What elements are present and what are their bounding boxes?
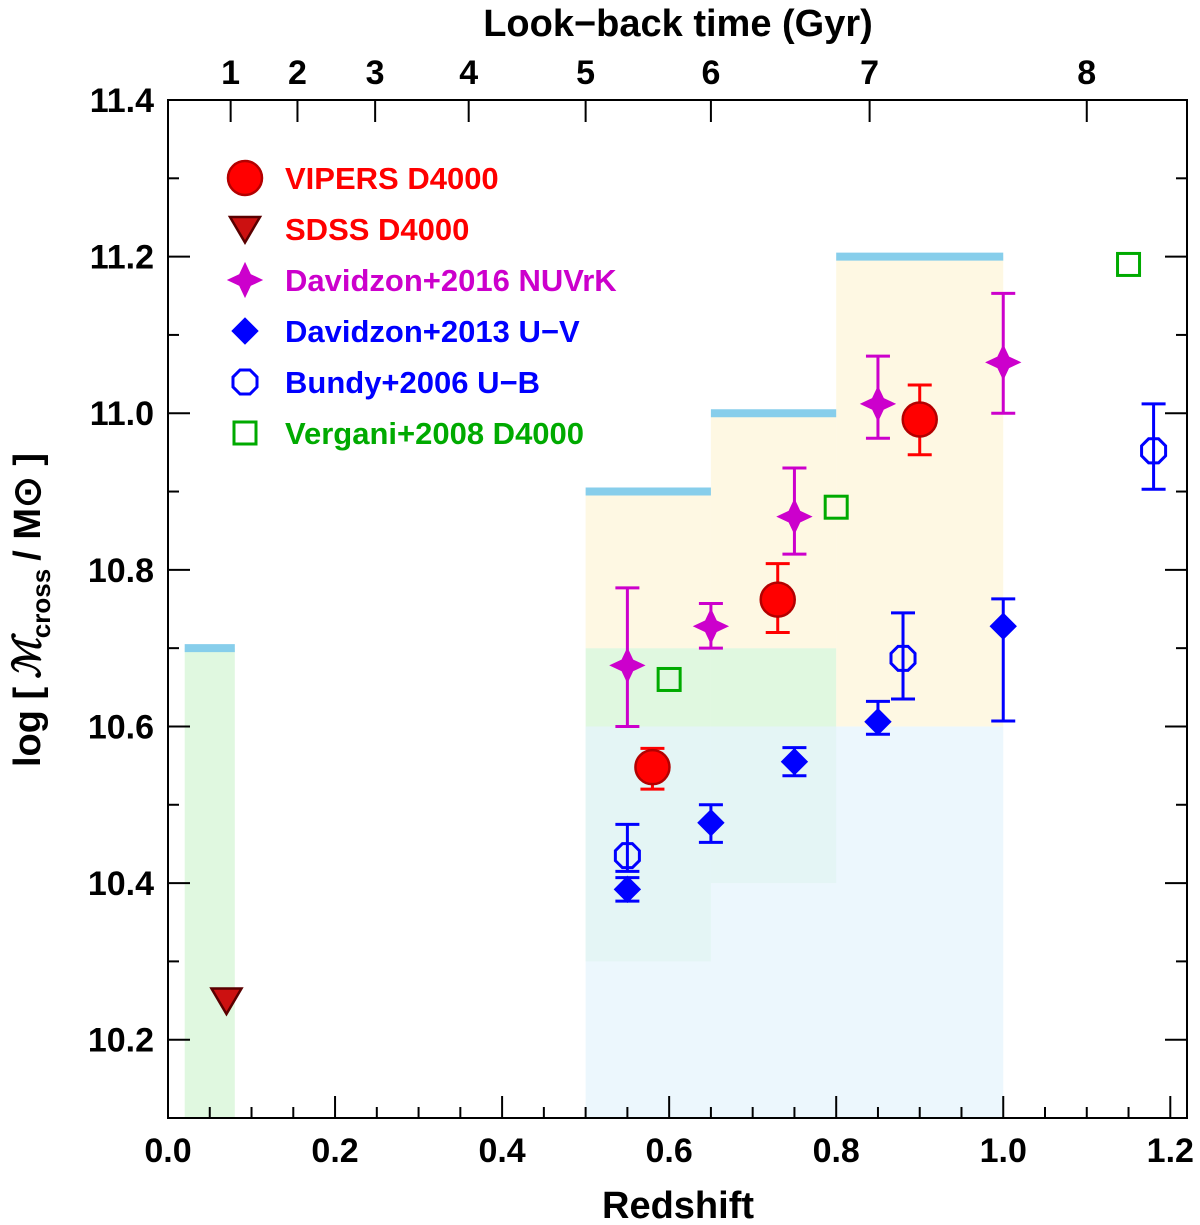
legend-label: VIPERS D4000 [285, 161, 499, 196]
davidzon-2016-nuvrk-point [692, 608, 730, 645]
bundy-2006-u-b-error-bar [1141, 402, 1166, 491]
legend-marker [231, 317, 259, 345]
bundy-2006-u-b-error-bar [615, 822, 640, 873]
y-axis-title-subscript: cross [26, 569, 56, 638]
sdss-d4000-point [209, 987, 244, 1017]
shaded-regions [184, 256, 1004, 1118]
legend-item: Vergani+2008 D4000 [232, 416, 584, 451]
bundy-2006-u-b-error-bar [891, 611, 916, 701]
davidzon-2016-nuvrk-point [985, 344, 1022, 381]
x-tick-label: 0.6 [646, 1132, 693, 1170]
legend-marker [231, 368, 259, 396]
top-tick-label: 1 [221, 54, 240, 92]
top-tick-label: 5 [576, 54, 595, 92]
davidzon-2013-u-v-point [864, 708, 892, 736]
bundy-2006-u-b-point [1140, 437, 1168, 465]
axis-ticks: 0.0 0.2 0.4 0.6 0.8 1.0 1.2 10.2 10.4 10.6 10.8 11.… [88, 54, 1194, 1170]
y-tick-label: 11.4 [90, 82, 154, 120]
y-axis-title: log [ ℳcross / M⊙ ] [4, 453, 56, 767]
top-tick-label: 8 [1077, 54, 1096, 92]
legend-marker [227, 215, 263, 245]
legend-item: VIPERS D4000 [226, 159, 499, 197]
y-tick-label: 10.2 [88, 1022, 154, 1060]
sdss-mass-range [184, 648, 235, 1118]
legend-label: Vergani+2008 D4000 [285, 416, 584, 451]
legend-label: Davidzon+2016 NUVrK [285, 263, 617, 298]
vergani-2008-d4000-point [823, 494, 849, 520]
data-markers [209, 251, 1168, 1017]
vipers-lower-completeness [585, 726, 1004, 1118]
limit-bars [184, 252, 1004, 653]
vipers-d4000-point [901, 401, 938, 438]
vergani-2008-d4000-point [1116, 251, 1142, 277]
x-tick-label: 0.0 [144, 1132, 191, 1170]
legend-item: Bundy+2006 U−B [231, 365, 540, 400]
vipers-d4000-point [634, 748, 671, 786]
top-tick-label: 3 [366, 54, 385, 92]
y-tick-label: 10.6 [88, 708, 154, 746]
legend-item: Davidzon+2013 U−V [231, 314, 580, 349]
y-tick-label: 11.2 [90, 239, 154, 277]
vipers-upper-range-1 [585, 491, 711, 649]
top-tick-label: 7 [860, 54, 879, 92]
davidzon-2013-u-v-point [613, 875, 642, 904]
davidzon-2016-nuvrk-point [776, 498, 813, 535]
y-tick-label: 11.0 [90, 395, 154, 433]
y-tick-label: 10.8 [88, 552, 154, 590]
vipers-d4000-point [759, 581, 796, 618]
davidzon-2013-u-v-point [780, 747, 809, 776]
legend: VIPERS D4000 SDSS D4000 Davidzon+2016 NUVr… [226, 159, 617, 451]
davidzon-2013-u-v-point [697, 809, 725, 837]
x-tick-label: 1.2 [1147, 1132, 1194, 1170]
legend-marker [226, 159, 264, 197]
legend-label: SDSS D4000 [285, 212, 469, 247]
davidzon-2016-nuvrk-point [859, 385, 897, 423]
legend-item: SDSS D4000 [227, 212, 469, 247]
vipers-upper-range-3 [836, 256, 1004, 727]
y-axis-title-suffix: / M⊙ ] [7, 453, 49, 561]
top-tick-label: 6 [701, 54, 720, 92]
top-axis-title: Look−back time (Gyr) [483, 3, 873, 45]
x-tick-label: 0.2 [311, 1132, 358, 1170]
legend-marker [226, 261, 264, 299]
bundy-2006-u-b-point [613, 842, 641, 870]
legend-item: Davidzon+2016 NUVrK [226, 261, 617, 299]
vergani-2008-d4000-point [656, 666, 682, 692]
y-axis-title-symbol: ℳ [4, 633, 49, 679]
plot-border [167, 99, 1188, 1119]
x-tick-label: 1.0 [980, 1132, 1027, 1170]
x-tick-label: 0.4 [478, 1132, 525, 1170]
legend-marker [232, 420, 258, 446]
y-tick-label: 10.4 [88, 865, 154, 903]
plot-frame [167, 99, 1188, 1119]
top-tick-label: 2 [288, 54, 307, 92]
y-axis-title-prefix: log [ [7, 686, 49, 767]
bundy-2006-u-b-point [889, 644, 917, 672]
x-axis-title: Redshift [602, 1185, 754, 1225]
davidzon-2016-nuvrk-point [609, 647, 646, 684]
top-tick-label: 4 [459, 54, 478, 92]
davidzon-2013-u-v-point [989, 612, 1017, 640]
legend-label: Bundy+2006 U−B [285, 365, 540, 400]
legend-label: Davidzon+2013 U−V [285, 314, 580, 349]
x-tick-label: 0.8 [813, 1132, 860, 1170]
